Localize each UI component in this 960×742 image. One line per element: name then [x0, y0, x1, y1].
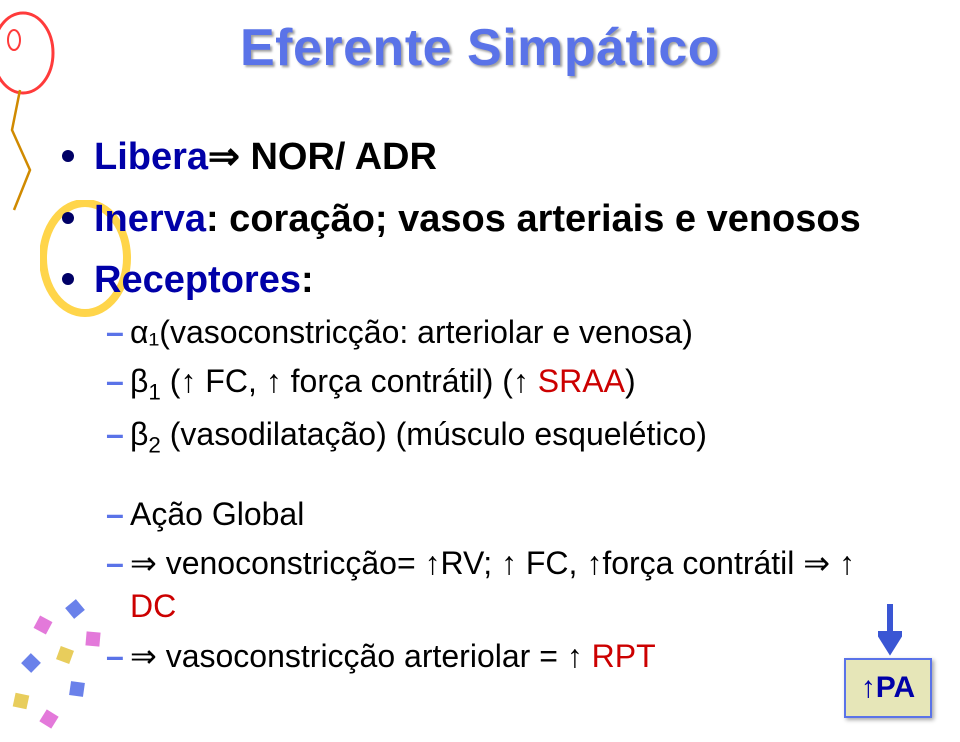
- bullet-l2: Ação Global: [60, 493, 900, 536]
- bullet-l1: Libera⇒ NOR/ ADR: [60, 134, 900, 182]
- bullet-l2: β1 (↑ FC, ↑ força contrátil) (↑ SRAA): [60, 360, 900, 408]
- title-row: Eferente Simpático: [0, 18, 960, 78]
- bullet-l2: β2 (vasodilatação) (músculo esquelético): [60, 413, 900, 461]
- pa-text: ↑PA: [861, 671, 915, 705]
- page-title: Eferente Simpático: [240, 19, 720, 77]
- bullet-l2: α₁(vasoconstricção: arteriolar e venosa): [60, 311, 900, 354]
- bullet-l2: ⇒ vasoconstricção arteriolar = ↑ RPT: [60, 635, 900, 678]
- bullet-l1: Receptores:: [60, 257, 900, 305]
- slide: Eferente Simpático Libera⇒ NOR/ ADR Inerv…: [0, 0, 960, 742]
- arrow-to-pa-icon: [878, 604, 902, 660]
- content: Libera⇒ NOR/ ADR Inerva: coração; vasos a…: [60, 120, 900, 680]
- pa-box: ↑PA: [844, 658, 932, 718]
- bullet-l1: Inerva: coração; vasos arteriais e venos…: [60, 196, 900, 244]
- bullet-l2: ⇒ venoconstricção= ↑RV; ↑ FC, ↑força con…: [60, 542, 900, 628]
